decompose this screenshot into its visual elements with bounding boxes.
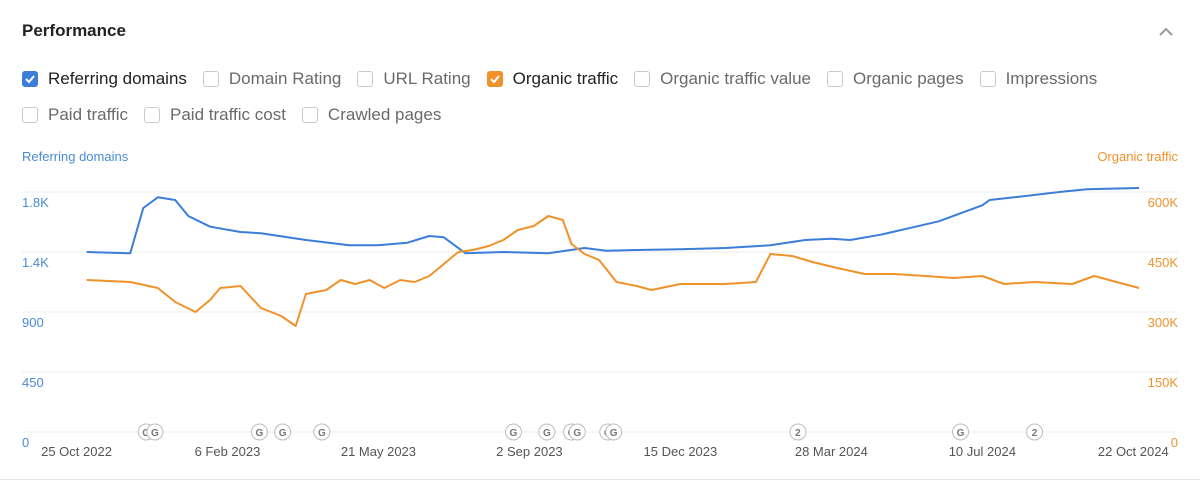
checkbox-unchecked[interactable] — [202, 71, 219, 87]
checkbox-unchecked[interactable] — [357, 71, 374, 87]
marker-label: G — [957, 428, 965, 439]
metric-paid-traffic-cost[interactable]: Paid traffic cost — [144, 105, 286, 125]
check-icon — [489, 75, 500, 84]
x-tick-label: 15 Dec 2023 — [644, 444, 718, 459]
checkbox-checked[interactable] — [486, 71, 503, 87]
google-update-icon[interactable]: G — [538, 423, 556, 441]
left-axis-title: Referring domains — [22, 149, 129, 164]
google-update-icon[interactable]: G — [313, 423, 331, 441]
metric-row-1: Referring domains Domain Rating URL Rati… — [22, 68, 1162, 90]
marker-circle — [274, 423, 292, 441]
marker-circle — [504, 423, 522, 441]
marker-circle — [250, 423, 268, 441]
metric-label: Crawled pages — [327, 105, 442, 124]
marker-circle — [789, 423, 807, 441]
marker-label: G — [543, 428, 551, 439]
marker-circle — [568, 423, 586, 441]
google-update-icon[interactable]: 2 — [1026, 423, 1044, 441]
marker-circle — [313, 423, 331, 441]
metric-domain-rating[interactable]: Domain Rating — [202, 69, 342, 89]
metric-crawled-pages[interactable]: Crawled pages — [301, 105, 442, 125]
y-left-tick-label: 450 — [22, 375, 44, 390]
google-update-icon[interactable]: G — [568, 423, 586, 441]
metric-label: Organic traffic — [512, 69, 619, 88]
checkbox-checked[interactable] — [22, 71, 38, 87]
panel-title: Performance — [22, 21, 126, 40]
x-tick-label: 22 Oct 2024 — [1098, 444, 1169, 459]
marker-circle — [146, 423, 164, 441]
y-right-tick-label: 300K — [1148, 315, 1179, 330]
marker-label: G — [318, 428, 326, 439]
check-icon — [25, 75, 35, 84]
right-axis-title: Organic traffic — [1097, 149, 1178, 164]
checkbox-unchecked[interactable] — [144, 107, 161, 123]
marker-circle — [538, 423, 556, 441]
series-line-referring-domains — [86, 187, 1140, 255]
checkbox-unchecked[interactable] — [979, 71, 996, 87]
metric-row-2: Paid traffic Paid traffic cost Crawled p… — [22, 104, 1162, 126]
metric-label: Paid traffic cost — [170, 105, 286, 124]
marker-label: G — [151, 428, 159, 439]
y-right-tick-label: 150K — [1148, 375, 1179, 390]
metric-label: Referring domains — [48, 69, 187, 88]
metric-referring-domains[interactable]: Referring domains — [22, 69, 187, 89]
google-update-icon[interactable]: G — [250, 423, 268, 441]
marker-label: 2 — [795, 428, 801, 439]
checkbox-unchecked[interactable] — [827, 71, 843, 87]
marker-label: G — [256, 428, 264, 439]
metric-paid-traffic[interactable]: Paid traffic — [22, 105, 128, 125]
marker-label: G — [142, 428, 150, 439]
metric-impressions[interactable]: Impressions — [979, 69, 1098, 89]
marker-label: G — [279, 428, 287, 439]
y-right-tick-label: 450K — [1148, 255, 1179, 270]
metric-label: Organic traffic value — [660, 69, 811, 88]
metric-organic-traffic[interactable]: Organic traffic — [486, 69, 619, 89]
marker-label: 2 — [1032, 428, 1038, 439]
marker-label: G — [510, 428, 518, 439]
google-update-icon[interactable]: G — [146, 423, 164, 441]
series-line-organic-traffic — [86, 215, 1140, 327]
y-left-tick-label: 0 — [22, 435, 29, 450]
x-tick-label: 28 Mar 2024 — [795, 444, 868, 459]
marker-circle — [1026, 423, 1044, 441]
marker-circle — [605, 423, 623, 441]
x-tick-label: 21 May 2023 — [341, 444, 416, 459]
y-left-tick-label: 900 — [22, 315, 44, 330]
performance-chart[interactable]: 1.8K 600K 1.4K 450K 900 300K 450 150K 0 0 25 Oct 2… — [0, 160, 1200, 470]
marker-label: G — [610, 428, 618, 439]
metric-url-rating[interactable]: URL Rating — [357, 69, 471, 89]
x-tick-label: 10 Jul 2024 — [949, 444, 1016, 459]
google-update-icon[interactable]: G — [504, 423, 522, 441]
y-right-tick-label: 0 — [1171, 435, 1178, 450]
x-tick-label: 6 Feb 2023 — [195, 444, 261, 459]
metric-toggles: Referring domains Domain Rating URL Rati… — [22, 68, 1162, 140]
y-left-tick-label: 1.8K — [22, 195, 49, 210]
checkbox-unchecked[interactable] — [301, 107, 318, 123]
y-right-tick-label: 600K — [1148, 195, 1179, 210]
google-update-icon[interactable]: G — [605, 423, 623, 441]
metric-label: Organic pages — [853, 69, 964, 88]
marker-circle — [952, 423, 970, 441]
checkbox-unchecked[interactable] — [634, 71, 651, 87]
chevron-up-icon[interactable] — [1158, 24, 1174, 36]
marker-label: G — [573, 428, 581, 439]
metric-label: Paid traffic — [48, 105, 129, 124]
google-update-icon[interactable]: G — [952, 423, 970, 441]
metric-organic-traffic-value[interactable]: Organic traffic value — [634, 69, 811, 89]
metric-organic-pages[interactable]: Organic pages — [827, 69, 964, 89]
x-tick-label: 25 Oct 2022 — [41, 444, 112, 459]
y-left-tick-label: 1.4K — [22, 255, 49, 270]
google-update-icon[interactable]: G — [274, 423, 292, 441]
metric-label: URL Rating — [383, 69, 471, 88]
google-update-icon[interactable]: 2 — [789, 423, 807, 441]
metric-label: Domain Rating — [228, 69, 342, 88]
checkbox-unchecked[interactable] — [22, 107, 38, 123]
metric-label: Impressions — [1005, 69, 1098, 88]
x-tick-label: 2 Sep 2023 — [496, 444, 563, 459]
